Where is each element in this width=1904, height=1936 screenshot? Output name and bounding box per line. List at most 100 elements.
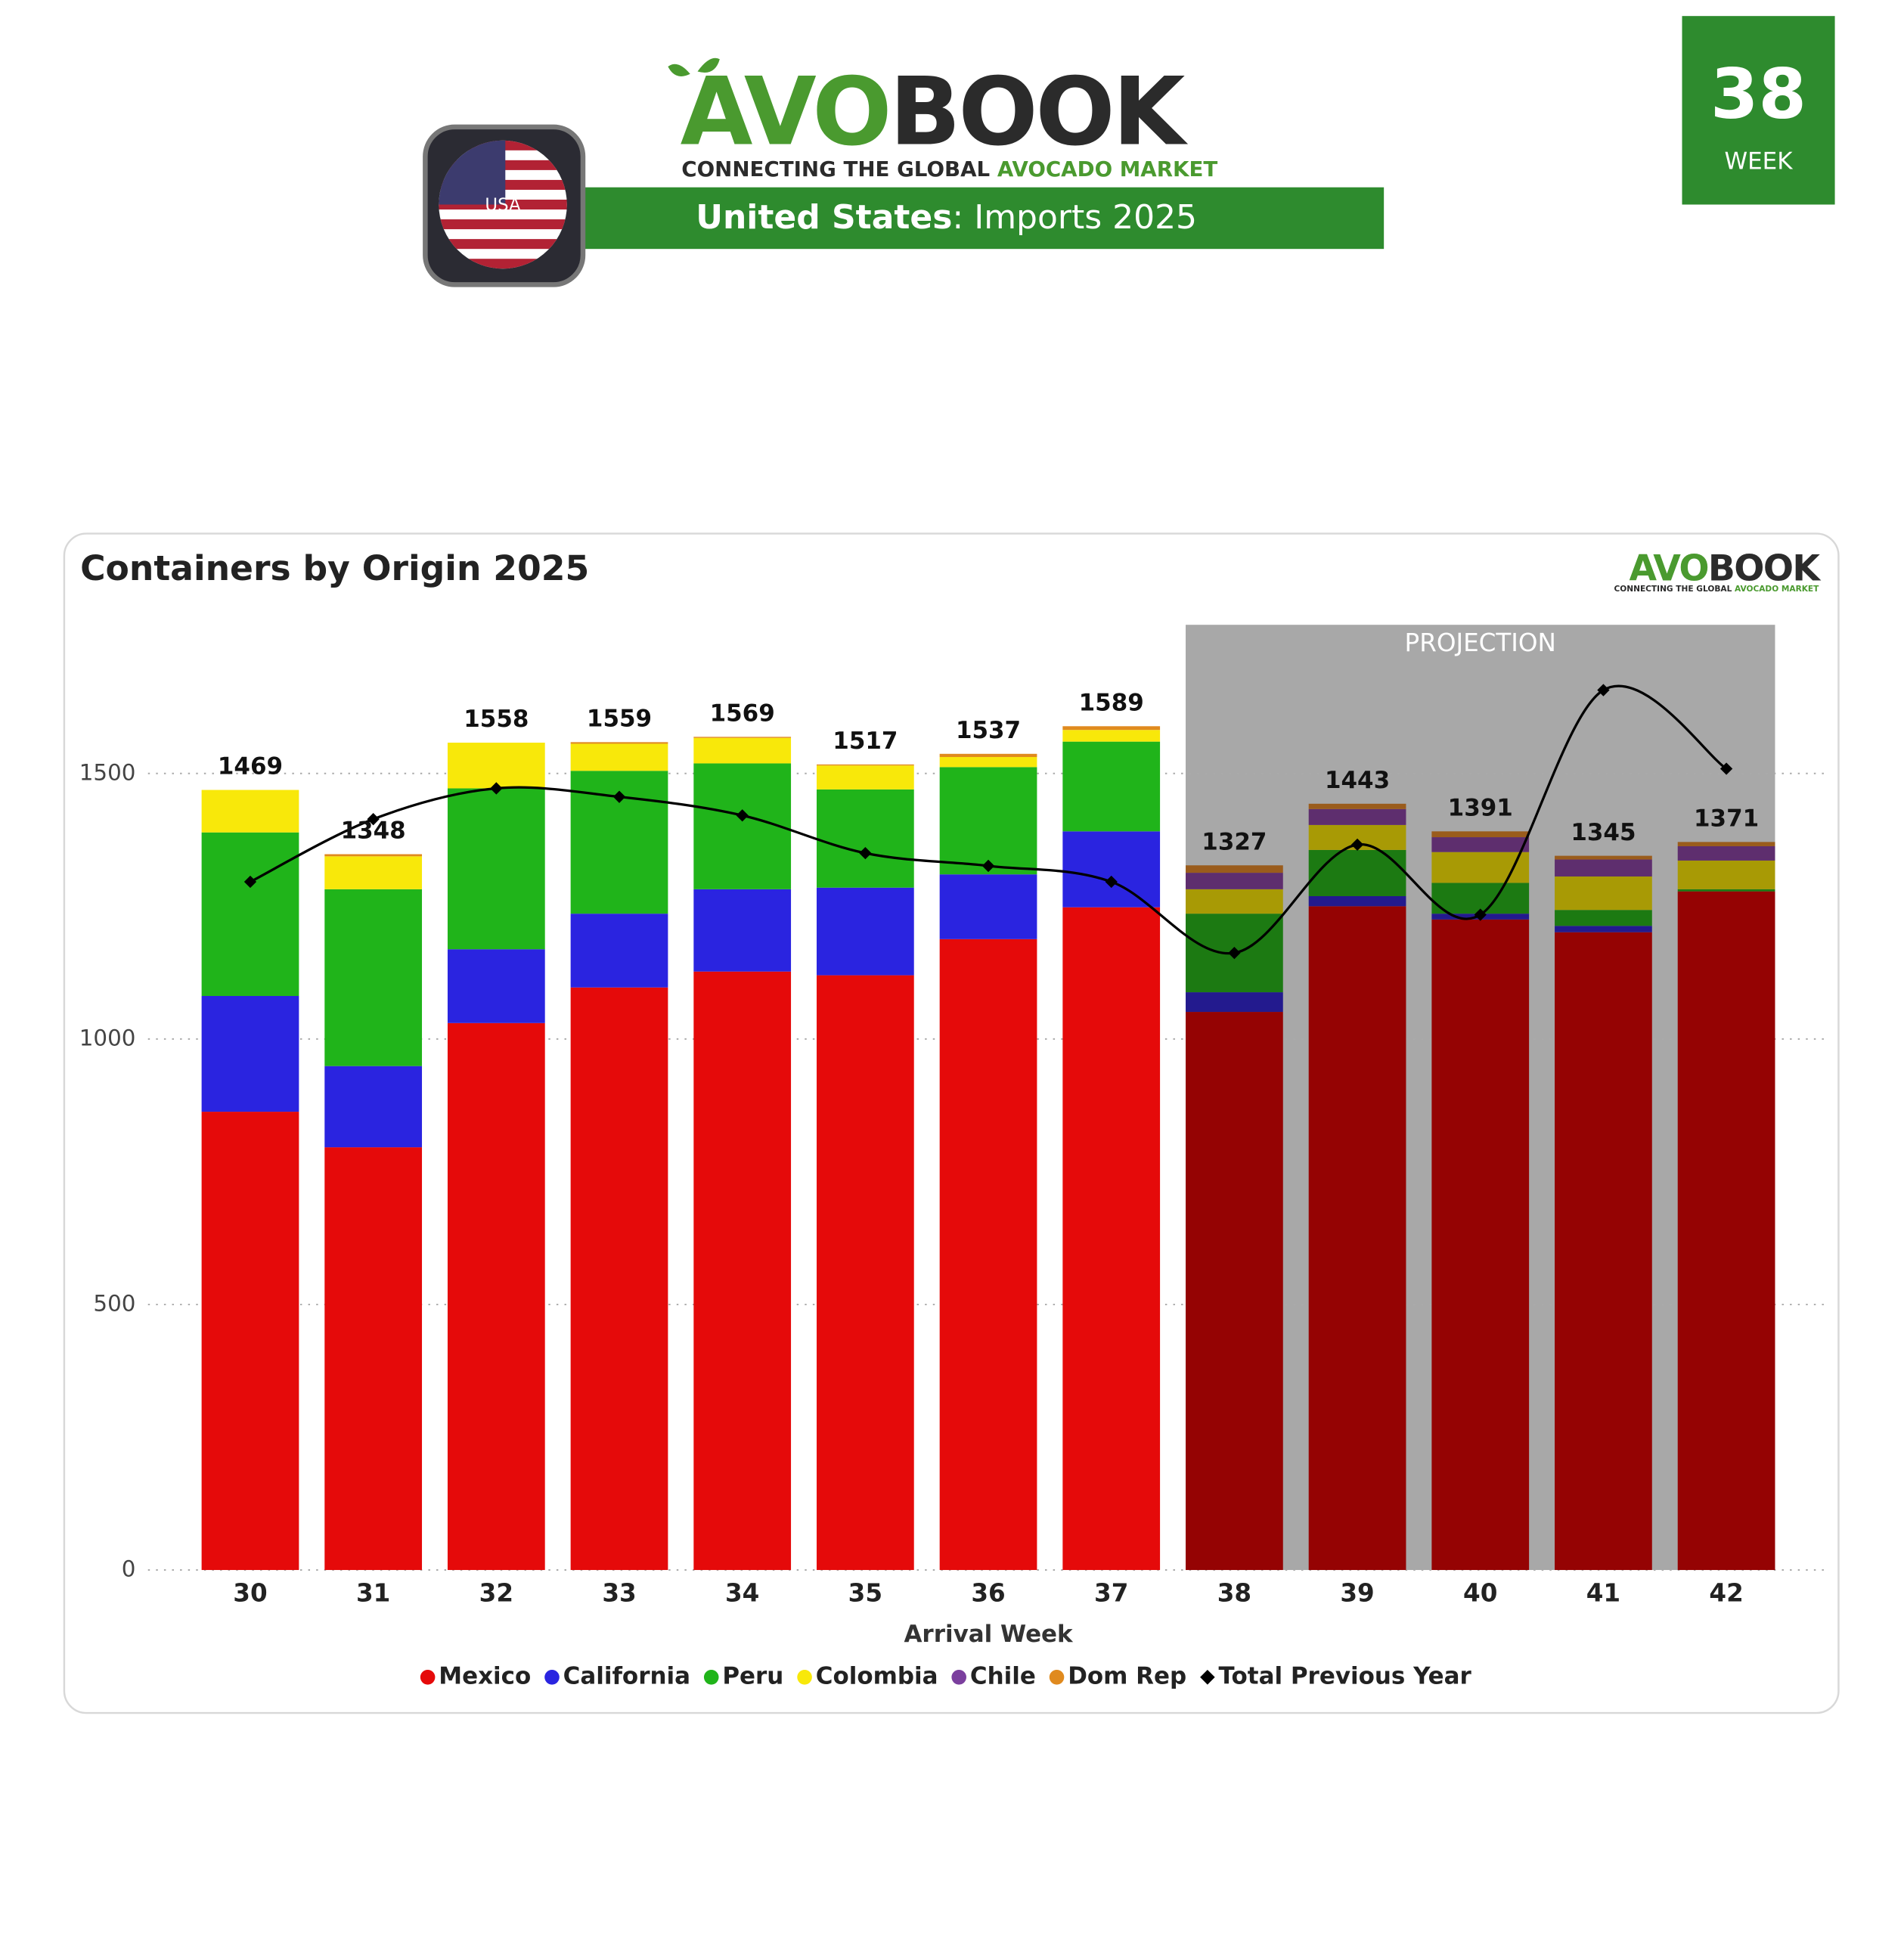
logo-dark: BOOK — [889, 57, 1188, 166]
legend-marker — [420, 1670, 436, 1685]
plot: PROJECTION 0 500 1000 1500 30 31 32 33 34 35 36 37 38… — [79, 625, 1827, 1608]
x-tick-label: 34 — [725, 1579, 759, 1608]
total-label: 1443 — [1325, 767, 1390, 794]
bar-segment — [201, 995, 299, 1112]
bar-segment — [816, 975, 914, 1571]
legend-marker — [1049, 1670, 1065, 1685]
week-number: 38 — [1710, 53, 1806, 134]
total-label: 1469 — [218, 753, 283, 780]
x-tick-label: 35 — [848, 1579, 882, 1608]
bar-segment — [816, 789, 914, 888]
total-label: 1348 — [341, 818, 406, 845]
chart-title: Containers by Origin 2025 — [80, 548, 589, 588]
bar-segment — [1431, 919, 1530, 1571]
previous-year-line — [250, 684, 1728, 955]
line-marker — [490, 782, 503, 795]
y-tick-label: 1500 — [79, 759, 136, 785]
bar-segment — [1062, 726, 1161, 731]
bar-segment — [570, 742, 668, 744]
bar-segment — [1186, 992, 1283, 1013]
bar-segment — [1555, 876, 1652, 911]
logo-text: AVOBOOK — [681, 57, 1189, 166]
y-tick-label: 500 — [93, 1290, 135, 1316]
total-label: 1559 — [587, 706, 652, 733]
line-marker — [1597, 684, 1610, 697]
flag-label: USA — [485, 196, 521, 216]
legend-items: Mexico California Peru Colombia Chile Dom Rep… — [420, 1662, 1472, 1689]
bar-segment — [1431, 837, 1530, 852]
bar-segment — [1555, 910, 1652, 926]
bar-segment — [447, 949, 545, 1023]
bar-segment — [1431, 883, 1530, 914]
total-label: 1558 — [464, 706, 529, 733]
bar-segment — [201, 1112, 299, 1571]
bar-segment — [1555, 855, 1652, 860]
tagline-green: AVOCADO MARKET — [1735, 585, 1819, 594]
legend-label: Colombia — [816, 1662, 938, 1689]
week-label: WEEK — [1725, 148, 1794, 175]
bar-segment — [939, 874, 1037, 939]
bar-segment — [1555, 932, 1652, 1571]
bar-segment — [1308, 906, 1406, 1571]
total-label: 1537 — [956, 717, 1021, 744]
week-box — [1682, 16, 1835, 205]
legend-marker — [951, 1670, 966, 1685]
bar-segment — [1677, 845, 1775, 861]
bar-segment — [693, 737, 792, 764]
bar-segment — [1186, 889, 1283, 914]
bar-segment — [939, 767, 1037, 875]
x-tick-label: 33 — [602, 1579, 636, 1608]
small-logo: AVOBOOK CONNECTING THE GLOBAL AVOCADO MA… — [1614, 548, 1823, 594]
logo-green: AVO — [681, 57, 890, 166]
bar-segment — [1308, 808, 1406, 825]
tagline-dark: CONNECTING THE GLOBAL — [1614, 585, 1732, 594]
line-marker — [612, 790, 626, 803]
flag-badge: USA — [423, 124, 586, 287]
bar-segment — [570, 987, 668, 1571]
legend-label: Mexico — [439, 1662, 531, 1689]
bar-segment — [1555, 926, 1652, 932]
y-tick-label: 0 — [122, 1556, 136, 1582]
bar-segment — [324, 856, 423, 889]
bar-segment — [1308, 895, 1406, 907]
projection-label: PROJECTION — [1405, 628, 1556, 657]
tagline: CONNECTING THE GLOBAL AVOCADO MARKET — [681, 157, 1217, 182]
bar-segment — [1062, 741, 1161, 832]
x-tick-label: 41 — [1586, 1579, 1620, 1608]
leaf — [668, 64, 690, 77]
bar-segment — [1186, 865, 1283, 873]
x-tick-label: 36 — [971, 1579, 1005, 1608]
bar-segment — [939, 753, 1037, 758]
bar-segment — [1186, 1012, 1283, 1571]
bar-segment — [1677, 842, 1775, 846]
legend-marker — [1200, 1670, 1215, 1685]
bar-segment — [693, 971, 792, 1571]
total-label: 1345 — [1571, 819, 1636, 846]
legend-label: California — [563, 1662, 690, 1689]
subtitle-bold: United States — [696, 198, 952, 237]
total-label: 1327 — [1202, 828, 1267, 855]
line-marker — [1719, 762, 1733, 775]
bar-segment — [693, 763, 792, 889]
total-label: 1517 — [833, 728, 898, 755]
bar-segment — [1186, 873, 1283, 889]
line-marker — [1105, 875, 1118, 889]
y-tick-label: 1000 — [79, 1025, 136, 1050]
subtitle: United States: Imports 2025 — [696, 198, 1197, 237]
x-tick-label: 42 — [1709, 1579, 1743, 1608]
bar-segment — [570, 743, 668, 771]
bar-segment — [1677, 889, 1775, 892]
total-label: 1391 — [1448, 794, 1513, 821]
x-tick-label: 38 — [1217, 1579, 1251, 1608]
bar-segment — [1555, 859, 1652, 877]
line-marker — [1228, 946, 1241, 960]
leaf — [697, 57, 720, 73]
legend-marker — [544, 1670, 560, 1685]
line-marker — [367, 813, 380, 826]
tagline-green: AVOCADO MARKET — [997, 157, 1218, 182]
bar-segment — [1062, 907, 1161, 1571]
bar-segment — [1308, 803, 1406, 809]
bar-segment — [201, 832, 299, 996]
